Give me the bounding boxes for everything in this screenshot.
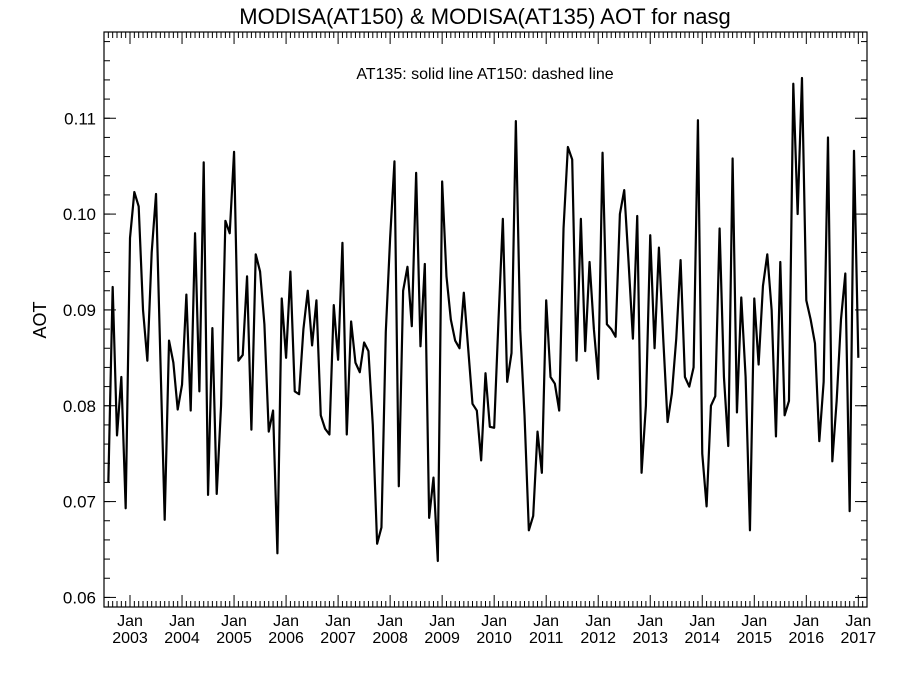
x-tick-month-label: Jan	[429, 613, 455, 630]
x-tick-year-label: 2006	[268, 630, 304, 647]
x-tick-month-label: Jan	[221, 613, 247, 630]
y-tick-label: 0.08	[63, 397, 96, 416]
y-tick-label: 0.07	[63, 493, 96, 512]
x-tick-year-label: 2013	[632, 630, 668, 647]
x-tick-year-label: 2007	[320, 630, 356, 647]
x-tick-month-label: Jan	[273, 613, 299, 630]
x-tick-year-label: 2003	[112, 630, 148, 647]
y-tick-label: 0.11	[64, 109, 96, 128]
x-tick-month-label: Jan	[533, 613, 559, 630]
axis-ticks	[104, 32, 867, 607]
x-tick-month-label: Jan	[689, 613, 715, 630]
x-tick-month-label: Jan	[169, 613, 195, 630]
y-tick-label: 0.06	[63, 588, 96, 607]
x-tick-month-label: Jan	[741, 613, 767, 630]
series-style-annotation: AT135: solid line AT150: dashed line	[356, 66, 613, 83]
series-line-at135	[107, 76, 860, 563]
x-tick-month-label: Jan	[481, 613, 507, 630]
x-tick-year-label: 2014	[684, 630, 720, 647]
x-tick-year-label: 2004	[164, 630, 200, 647]
x-tick-year-label: 2008	[372, 630, 408, 647]
x-tick-month-label: Jan	[377, 613, 403, 630]
tick-labels: Jan2003Jan2004Jan2005Jan2006Jan2007Jan20…	[63, 109, 876, 647]
x-tick-month-label: Jan	[117, 613, 143, 630]
x-tick-month-label: Jan	[793, 613, 819, 630]
x-tick-year-label: 2016	[789, 630, 825, 647]
y-axis-label: AOT	[30, 301, 50, 338]
x-tick-year-label: 2009	[424, 630, 460, 647]
plot-frame	[103, 31, 868, 608]
x-tick-month-label: Jan	[585, 613, 611, 630]
x-tick-year-label: 2015	[736, 630, 772, 647]
x-tick-year-label: 2005	[216, 630, 252, 647]
x-tick-year-label: 2017	[841, 630, 877, 647]
x-tick-month-label: Jan	[845, 613, 871, 630]
x-tick-year-label: 2011	[529, 630, 564, 647]
x-tick-month-label: Jan	[325, 613, 351, 630]
x-tick-year-label: 2012	[580, 630, 616, 647]
x-tick-month-label: Jan	[637, 613, 663, 630]
y-tick-label: 0.09	[63, 301, 96, 320]
chart-title: MODISA(AT150) & MODISA(AT135) AOT for na…	[239, 4, 730, 29]
series-lines	[107, 76, 860, 563]
x-tick-year-label: 2010	[476, 630, 512, 647]
y-tick-label: 0.10	[63, 205, 96, 224]
